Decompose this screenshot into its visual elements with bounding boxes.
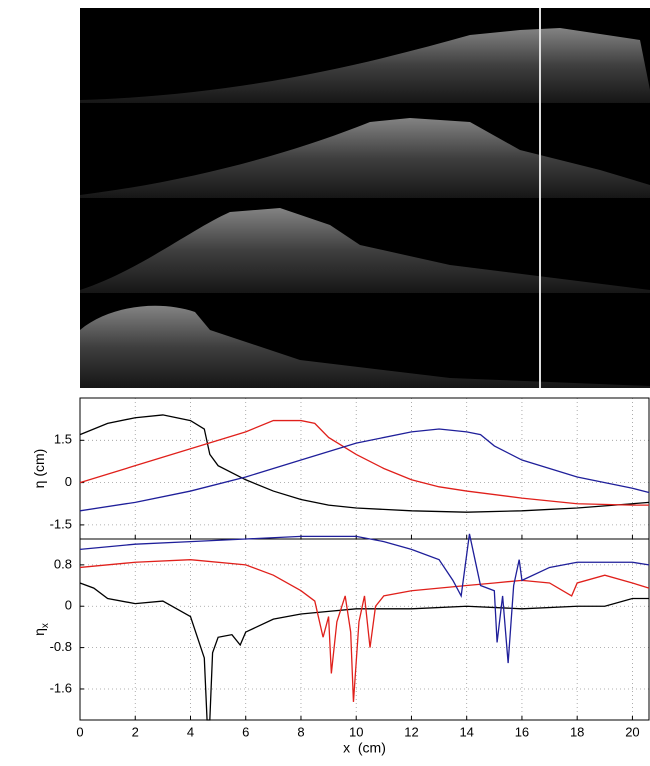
x-tick-label: 12 (404, 724, 418, 739)
data-line (79, 414, 650, 513)
data-line (79, 428, 650, 512)
x-tick-label: 8 (297, 724, 304, 739)
x-axis-label: x (cm) (343, 740, 386, 756)
y-tick-label: -0.8 (50, 639, 72, 654)
y-tick-label: 0 (65, 598, 72, 613)
y-axis-label-main: η (31, 628, 47, 636)
y-axis-label: ηx (31, 623, 51, 636)
plot-frame (79, 397, 650, 540)
y-tick-label: -1.6 (50, 680, 72, 695)
x-tick-label: 18 (570, 724, 584, 739)
y-tick-label: 1.5 (54, 432, 72, 447)
y-axis-label-subscript: x (40, 623, 51, 628)
data-line (79, 559, 650, 702)
y-tick-label: -1.5 (50, 516, 72, 531)
x-tick-label: 14 (459, 724, 473, 739)
plot-frame (79, 538, 650, 721)
x-tick-label: 4 (187, 724, 194, 739)
y-axis-label: η (cm) (31, 449, 47, 489)
photo-strips (80, 8, 650, 388)
x-tick-label: 2 (132, 724, 139, 739)
x-tick-label: 10 (349, 724, 363, 739)
x-tick-label: 20 (625, 724, 639, 739)
x-tick-label: 6 (242, 724, 249, 739)
data-line (79, 419, 649, 506)
y-tick-label: 0.8 (54, 556, 72, 571)
y-axis-label-main: η (cm) (31, 449, 47, 489)
x-tick-label: 0 (76, 724, 83, 739)
data-line (79, 533, 650, 664)
x-tick-label: 16 (515, 724, 529, 739)
y-tick-label: 0 (65, 474, 72, 489)
data-line (79, 582, 649, 721)
